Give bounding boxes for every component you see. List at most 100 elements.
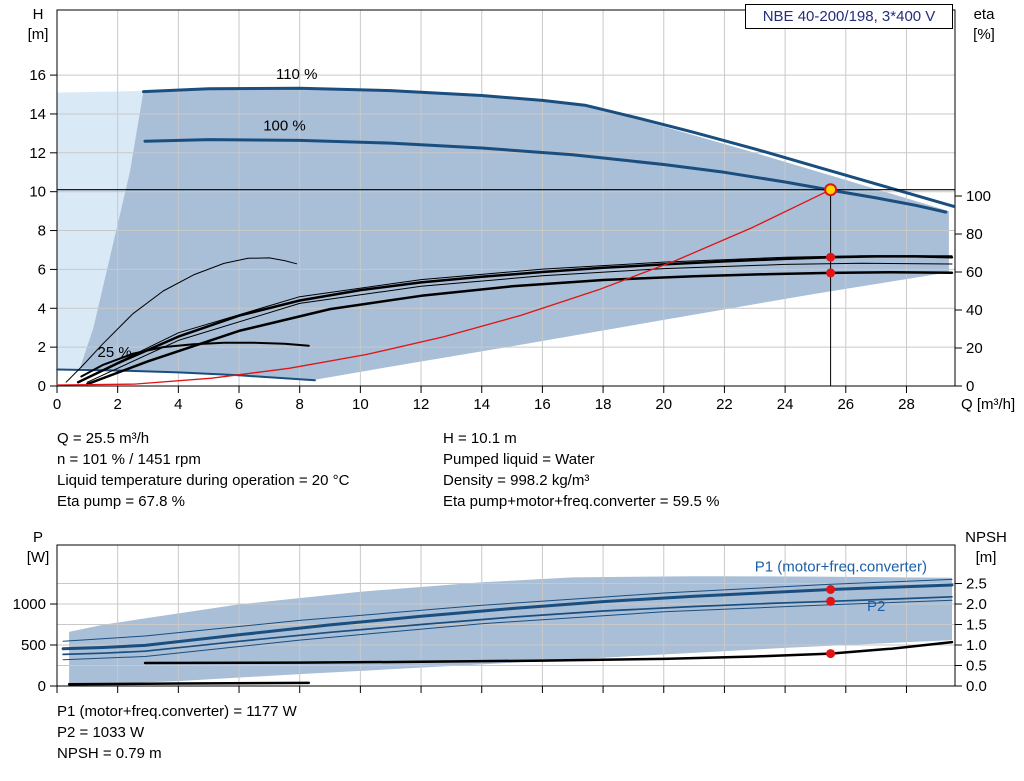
left-tick-label: 1000 <box>13 596 46 613</box>
right-tick-label: 0.5 <box>966 658 987 675</box>
left-tick-label: 2 <box>38 339 46 356</box>
left-tick-label: 16 <box>29 67 46 84</box>
p-axis-unit: [W] <box>26 549 50 566</box>
info-p1: P1 (motor+freq.converter) = 1177 W <box>57 703 297 720</box>
curve-system-curve <box>56 189 832 386</box>
right-tick-label: 0.0 <box>966 678 987 695</box>
p2-marker <box>826 596 836 606</box>
eta-axis-title: eta [%] <box>962 5 1006 45</box>
curve-eta-pump <box>76 255 954 384</box>
curve-annotation: 100 % <box>263 118 306 135</box>
pump-model-box: NBE 40-200/198, 3*400 V <box>745 4 953 29</box>
info-head: H = 10.1 m <box>443 430 517 447</box>
curve-annotation: P2 <box>867 598 885 615</box>
curve-eta-arc-reduced-speed <box>65 257 298 383</box>
plot-frame <box>56 544 956 687</box>
plot-frame <box>56 9 956 387</box>
eta-total-marker <box>826 268 836 278</box>
x-tick-label: 6 <box>235 396 243 413</box>
info-flow: Q = 25.5 m³/h <box>57 430 150 447</box>
x-tick-label: 24 <box>777 396 794 413</box>
left-tick-label: 6 <box>38 261 46 278</box>
curve-qh-110pct <box>142 86 955 208</box>
q-axis-title: Q [m³/h] <box>961 396 1016 413</box>
duty-info-left: Q = 25.5 m³/h n = 101 % / 1451 rpm Liqui… <box>57 428 349 512</box>
x-tick-label: 10 <box>352 396 369 413</box>
eta-axis-symbol: eta <box>973 6 995 23</box>
x-tick-label: 4 <box>174 396 182 413</box>
right-tick-label: 1.5 <box>966 617 987 634</box>
left-tick-label: 12 <box>29 145 46 162</box>
npsh-axis-symbol: NPSH <box>965 529 1007 546</box>
info-p2: P2 = 1033 W <box>57 724 145 741</box>
power-band <box>69 576 953 685</box>
x-tick-label: 26 <box>837 396 854 413</box>
eta-pump-marker <box>826 252 836 262</box>
curve-npsh <box>143 640 954 665</box>
x-tick-label: 0 <box>53 396 61 413</box>
npsh-marker <box>826 649 836 659</box>
left-tick-label: 10 <box>29 184 46 201</box>
curve-eta-thin-upper <box>80 255 953 381</box>
right-tick-label: 80 <box>966 226 983 243</box>
x-tick-label: 8 <box>296 396 304 413</box>
right-tick-label: 60 <box>966 264 983 281</box>
h-axis-title: H [m] <box>20 5 56 45</box>
info-liquid-temp: Liquid temperature during operation = 20… <box>57 472 350 489</box>
p1-marker <box>826 585 836 594</box>
duty-info-right: H = 10.1 m Pumped liquid = Water Density… <box>443 428 719 512</box>
curve-p-min-speed <box>67 681 311 686</box>
x-tick-label: 22 <box>716 396 733 413</box>
x-tick-label: 18 <box>595 396 612 413</box>
h-axis-symbol: H <box>32 6 44 23</box>
right-tick-label: 1.0 <box>966 637 987 654</box>
eta-axis-unit: [%] <box>973 26 995 43</box>
x-tick-label: 20 <box>655 396 672 413</box>
x-tick-label: 14 <box>473 396 490 413</box>
left-tick-label: 0 <box>38 678 46 695</box>
x-tick-label: 16 <box>534 396 551 413</box>
curve-annotation: 25 % <box>97 344 131 361</box>
pump-model-label: NBE 40-200/198, 3*400 V <box>762 8 936 25</box>
info-npsh: NPSH = 0.79 m <box>57 745 162 762</box>
x-tick-label: 2 <box>114 396 122 413</box>
right-tick-label: 2.0 <box>966 596 987 613</box>
left-tick-label: 4 <box>38 300 46 317</box>
power-info: P1 (motor+freq.converter) = 1177 W P2 = … <box>57 701 297 764</box>
curve-p1-thin-upper <box>62 578 953 642</box>
right-tick-label: 100 <box>966 188 991 205</box>
npsh-axis-title: NPSH [m] <box>954 528 1018 568</box>
left-tick-label: 14 <box>29 106 46 123</box>
info-eta-total: Eta pump+motor+freq.converter = 59.5 % <box>443 493 720 510</box>
info-speed: n = 101 % / 1451 rpm <box>57 451 201 468</box>
curve-eta-arc-low-speed <box>80 341 310 378</box>
qh-efficiency-chart: 110 %100 %25 %0 2 4 6 8 10 12 14 16 18 20 22 24 26 280… <box>29 9 991 413</box>
allowed-duty-range <box>79 88 949 380</box>
info-density: Density = 998.2 kg/m³ <box>443 472 590 489</box>
curve-qh-100pct <box>143 138 948 214</box>
info-eta-pump: Eta pump = 67.8 % <box>57 493 185 510</box>
info-pumped-liquid: Pumped liquid = Water <box>443 451 595 468</box>
left-tick-label: 8 <box>38 223 46 240</box>
right-tick-label: 0 <box>966 378 974 395</box>
right-tick-label: 20 <box>966 340 983 357</box>
x-tick-label: 28 <box>898 396 915 413</box>
curve-eta-total <box>86 270 954 386</box>
curve-annotation: 110 % <box>276 66 317 83</box>
left-tick-label: 0 <box>38 378 46 395</box>
curve-qh-25pct <box>56 368 316 382</box>
duty-point-marker <box>824 183 838 197</box>
h-axis-unit: [m] <box>27 26 49 43</box>
x-tick-label: 12 <box>413 396 430 413</box>
p-axis-symbol: P <box>32 529 43 546</box>
npsh-axis-unit: [m] <box>975 549 997 566</box>
curve-eta-thin-mid <box>86 262 953 383</box>
power-npsh-chart: P1 (motor+freq.converter) P2 0 500 1000 0.0 0.… <box>13 544 987 695</box>
duty-range-light <box>57 91 144 369</box>
p-axis-title: P [W] <box>18 528 58 568</box>
curve-annotation: P1 (motor+freq.converter) <box>755 558 927 575</box>
right-tick-label: 2.5 <box>966 576 987 593</box>
right-tick-label: 40 <box>966 302 983 319</box>
left-tick-label: 500 <box>21 637 46 654</box>
